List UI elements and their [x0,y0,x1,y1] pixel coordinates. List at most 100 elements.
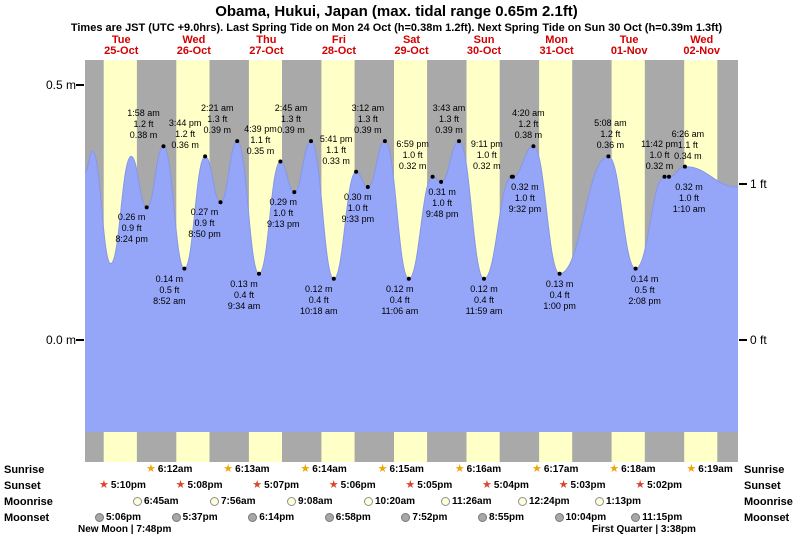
axis-tick [739,183,747,185]
tide-height-m: 0.32 m [645,160,674,171]
tide-high-annotation: 5:41 pm 1.1 ft 0.33 m [312,134,360,167]
tide-high-annotation: 6:26 am 1.1 ft 0.34 m [664,129,712,162]
sunset-time: 5:04pm [493,480,529,491]
tide-high-annotation: 2:45 am 1.3 ft 0.39 m [267,103,315,136]
sunrise-icon: ★ [532,463,542,475]
tide-high-annotation: 3:43 am 1.3 ft 0.39 m [425,103,473,136]
tide-extreme-dot [633,266,638,271]
moonset-entry: 7:52pm [401,511,447,524]
tide-height-m: 0.39 m [277,125,305,136]
tide-height-ft: 1.1 ft [326,144,347,155]
tide-extreme-dot [235,139,240,144]
sunset-time: 5:02pm [647,480,683,491]
sunrise-icon: ★ [146,463,156,475]
sunrise-icon: ★ [377,463,388,475]
tide-height-m: 0.32 m [675,181,703,192]
sunrise-time: 6:15am [389,464,424,475]
tide-low-annotation: 0.12 m 0.4 ft 11:06 am [376,284,424,317]
tide-height-ft: 0.4 ft [549,289,570,300]
sunset-entry: ★ 5:04pm [482,479,529,492]
tide-time: 3:12 am [351,103,385,114]
tide-low-annotation: 0.31 m 1.0 ft 9:48 pm [418,187,466,220]
tide-low-annotation: 0.32 m 1.0 ft 9:32 pm [501,182,549,215]
day-label: Tue 01-Nov [599,35,659,57]
tide-height-m: 0.39 m [203,125,231,136]
tide-height-m: 0.32 m [473,160,501,171]
tide-extreme-dot [557,271,562,276]
day-label: Sat 29-Oct [382,35,442,57]
moonset-entry: 6:14pm [248,511,294,524]
tide-time: 8:52 am [153,295,186,306]
moonrise-time: 11:26am [452,496,492,507]
tide-high-annotation: 11:42 pm 1.0 ft 0.32 m [636,139,684,172]
tide-time: 2:08 pm [628,295,661,306]
tide-high-annotation: 2:21 am 1.3 ft 0.39 m [193,103,241,136]
moonset-entry: 6:58pm [324,511,371,524]
tide-height-m: 0.34 m [674,150,702,161]
tide-low-annotation: 0.13 m 0.4 ft 9:34 am [220,279,268,312]
tide-extreme-dot [439,179,444,184]
moonset-icon [631,513,641,522]
tide-time: 1:00 pm [543,300,576,311]
tide-height-ft: 1.0 ft [476,149,497,160]
moonset-entry: 5:37pm [171,511,218,524]
day-label: Tue 25-Oct [91,35,151,57]
day-date: 01-Nov [610,45,648,57]
moonrise-icon [595,497,604,506]
tide-height-m: 0.12 m [470,283,498,294]
day-weekday: Sat [402,34,421,46]
sunrise-icon: ★ [454,463,465,475]
y-axis-label-feet-high: 1 ft [750,177,767,191]
sunrise-icon: ★ [223,463,234,475]
tide-extreme-dot [510,174,515,179]
sunset-icon: ★ [405,479,416,491]
day-weekday: Tue [619,34,639,46]
tide-time: 5:08 am [594,118,627,129]
tide-high-annotation: 4:39 pm 1.1 ft 0.35 m [236,124,284,157]
tide-extreme-dot [278,159,283,164]
moonset-entry: 5:06pm [95,511,141,524]
sun-moon-row-label-left: Moonrise [4,496,53,508]
moon-phase-label: First Quarter | 3:38pm [592,524,696,535]
axis-tick [739,339,747,341]
tide-extreme-dot [309,139,313,144]
tide-height-ft: 1.2 ft [518,119,539,130]
day-weekday: Wed [182,34,206,46]
sunrise-time: 6:19am [698,464,733,475]
tide-height-ft: 1.2 ft [133,119,154,130]
tide-height-m: 0.31 m [428,186,456,197]
sunset-entry: ★ 5:03pm [559,479,606,492]
moonrise-entry: 9:08am [287,495,332,508]
moonset-time: 5:06pm [106,512,142,523]
tide-extreme-dot [203,154,208,159]
moonrise-icon [210,497,219,506]
tide-height-ft: 1.0 ft [402,149,423,160]
tide-time: 9:13 pm [266,219,300,230]
moonrise-time: 9:08am [298,496,333,507]
moonset-time: 5:37pm [182,512,218,523]
tide-height-m: 0.32 m [398,160,427,171]
sunrise-icon: ★ [300,463,311,475]
tide-high-annotation: 3:44 pm 1.2 ft 0.36 m [161,118,209,151]
tide-extreme-dot [354,169,359,174]
tide-time: 9:48 pm [425,208,459,219]
day-weekday: Fri [331,34,346,46]
tide-time: 11:59 am [465,305,503,316]
tide-height-m: 0.33 m [322,155,350,166]
tide-time: 1:10 am [672,203,706,214]
tide-height-m: 0.12 m [305,283,333,294]
tide-height-m: 0.39 m [435,125,463,136]
sun-moon-row-label-left: Moonset [4,512,50,524]
sunrise-entry: ★ 6:13am [223,463,269,476]
day-label: Fri 28-Oct [309,35,369,57]
sunrise-time: 6:18am [621,464,656,475]
sunrise-time: 6:14am [312,464,347,475]
tide-height-ft: 0.9 ft [121,223,142,234]
tide-time: 6:26 am [671,128,705,139]
day-label: Mon 31-Oct [527,35,587,57]
tide-low-annotation: 0.32 m 1.0 ft 1:10 am [665,182,713,215]
tide-high-annotation: 6:59 pm 1.0 ft 0.32 m [389,139,437,172]
axis-tick [76,339,84,341]
sunrise-time: 6:16am [466,464,502,475]
